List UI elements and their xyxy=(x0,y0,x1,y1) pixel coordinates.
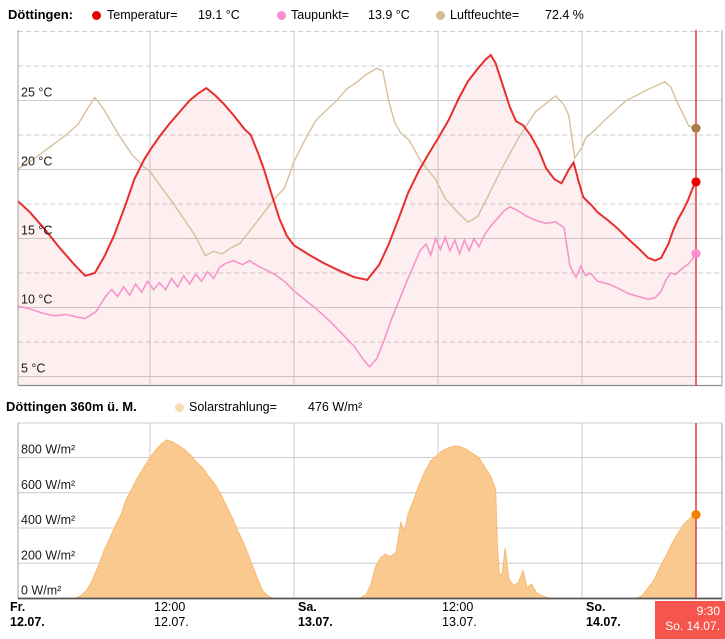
y-tick-label: 600 W/m² xyxy=(21,478,75,492)
temperature-area xyxy=(18,55,696,386)
station2-name: Döttingen 360m ü. M. xyxy=(6,399,137,414)
humidity-current-marker xyxy=(691,123,701,133)
temperature-current-marker xyxy=(691,177,701,187)
x-tick-time: 12:00 xyxy=(154,600,186,614)
x-tick-label: Fr. 12.07. xyxy=(10,600,45,630)
x-tick-time: 12:00 xyxy=(442,600,474,614)
dewpoint-current-marker xyxy=(691,249,701,259)
humidity-series xyxy=(17,67,697,257)
x-tick-date: 12.07. xyxy=(154,615,189,629)
humidity-legend-dot-icon xyxy=(436,11,445,20)
temperature-series xyxy=(17,53,697,282)
solar-current-marker xyxy=(691,510,701,520)
y-tick-label: 400 W/m² xyxy=(21,513,75,527)
y-tick-label: 200 W/m² xyxy=(21,548,75,562)
current-time-box: 9:30 So. 14.07. xyxy=(655,601,725,639)
x-tick-time: So. xyxy=(586,600,606,614)
x-tick-date: 13.07. xyxy=(442,615,477,629)
solar-current-value: 476 W/m² xyxy=(308,400,363,414)
dewpoint-legend-dot-icon xyxy=(277,11,286,20)
x-tick-date: 12.07. xyxy=(10,615,45,629)
y-tick-label: 25 °C xyxy=(21,86,52,100)
y-tick-label: 5 °C xyxy=(21,362,45,376)
x-tick-date: 14.07. xyxy=(586,615,621,629)
x-tick-label: 12:00 13.07. xyxy=(442,600,477,630)
dewpoint-current-value: 13.9 °C xyxy=(368,8,410,22)
y-tick-label: 800 W/m² xyxy=(21,443,75,457)
y-tick-label: 15 °C xyxy=(21,224,52,238)
x-tick-label: 12:00 12.07. xyxy=(154,600,189,630)
temperature-legend-dot-icon xyxy=(92,11,101,20)
solar-series xyxy=(18,439,697,599)
temperature-current-value: 19.1 °C xyxy=(198,8,240,22)
y-tick-label: 0 W/m² xyxy=(21,584,61,598)
current-date: So. 14.07. xyxy=(665,619,720,633)
x-tick-time: Fr. xyxy=(10,600,26,614)
dewpoint-series xyxy=(17,205,697,369)
humidity-current-value: 72.4 % xyxy=(545,8,584,22)
y-tick-label: 20 °C xyxy=(21,155,52,169)
y-tick-label: 10 °C xyxy=(21,293,52,307)
solar-legend-label: Solarstrahlung= xyxy=(189,400,277,414)
current-time: 9:30 xyxy=(696,604,720,618)
x-tick-date: 13.07. xyxy=(298,615,333,629)
x-tick-label: Sa. 13.07. xyxy=(298,600,333,630)
dewpoint-legend-label: Taupunkt= xyxy=(291,8,350,22)
humidity-legend-label: Luftfeuchte= xyxy=(450,8,520,22)
temperature-legend-label: Temperatur= xyxy=(107,8,178,22)
x-tick-time: Sa. xyxy=(298,600,317,614)
station1-name: Döttingen: xyxy=(8,7,73,22)
solar-legend-dot-icon xyxy=(175,403,184,412)
x-tick-label: So. 14.07. xyxy=(586,600,621,630)
